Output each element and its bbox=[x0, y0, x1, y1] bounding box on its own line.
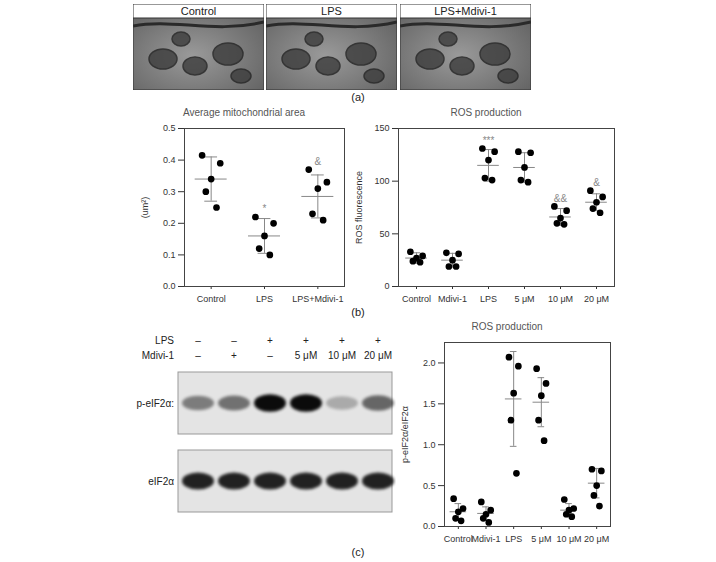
svg-text:+: + bbox=[339, 335, 345, 346]
svg-text:*: * bbox=[263, 203, 267, 214]
html-text:(a): (a) bbox=[351, 91, 365, 103]
svg-text:&: & bbox=[314, 156, 321, 167]
svg-text:0.0: 0.0 bbox=[163, 281, 176, 291]
svg-text:+: + bbox=[267, 335, 273, 346]
svg-text:LPS: LPS bbox=[321, 5, 342, 17]
svg-text:0: 0 bbox=[384, 281, 389, 291]
svg-text:+: + bbox=[303, 335, 309, 346]
html-text:ROS production: ROS production bbox=[450, 107, 522, 118]
svg-text:2.0: 2.0 bbox=[423, 358, 436, 368]
svg-text:eIF2α: eIF2α bbox=[148, 476, 174, 487]
svg-text:150: 150 bbox=[374, 123, 389, 133]
svg-text:LPS+Mdivi-1: LPS+Mdivi-1 bbox=[292, 294, 343, 304]
svg-text:–: – bbox=[267, 350, 273, 361]
svg-text:10 μM: 10 μM bbox=[556, 534, 581, 544]
svg-text:+: + bbox=[231, 350, 237, 361]
html-text:Average mitochondrial area: Average mitochondrial area bbox=[182, 107, 305, 118]
svg-text:5 μM: 5 μM bbox=[295, 350, 317, 361]
svg-text:LPS: LPS bbox=[155, 335, 174, 346]
svg-text:p-eIF2α:: p-eIF2α: bbox=[137, 398, 174, 409]
svg-text:1.0: 1.0 bbox=[423, 440, 436, 450]
svg-text:5 μM: 5 μM bbox=[514, 294, 534, 304]
svg-text:0.3: 0.3 bbox=[163, 187, 176, 197]
svg-text:ROS fluorescence: ROS fluorescence bbox=[354, 171, 364, 244]
svg-text:Control: Control bbox=[402, 294, 431, 304]
svg-text:(um²): (um²) bbox=[140, 197, 150, 219]
svg-text:10 μM: 10 μM bbox=[548, 294, 573, 304]
svg-text:Mdivi-1: Mdivi-1 bbox=[471, 534, 500, 544]
svg-text:Control: Control bbox=[444, 534, 473, 544]
svg-text:LPS: LPS bbox=[256, 294, 273, 304]
svg-text:***: *** bbox=[483, 135, 495, 146]
svg-text:20 μM: 20 μM bbox=[584, 534, 609, 544]
svg-text:Mdivi-1: Mdivi-1 bbox=[142, 350, 175, 361]
svg-text:LPS: LPS bbox=[505, 534, 522, 544]
svg-text:&&: && bbox=[554, 193, 568, 204]
svg-text:5 μM: 5 μM bbox=[531, 534, 551, 544]
svg-text:0.1: 0.1 bbox=[163, 250, 176, 260]
svg-text:0.4: 0.4 bbox=[163, 155, 176, 165]
svg-text:Control: Control bbox=[197, 294, 226, 304]
svg-text:p-eIF2α/eIF2α: p-eIF2α/eIF2α bbox=[400, 406, 410, 463]
svg-text:&: & bbox=[593, 177, 600, 188]
svg-text:0.2: 0.2 bbox=[163, 218, 176, 228]
svg-text:–: – bbox=[195, 335, 201, 346]
svg-text:Control: Control bbox=[181, 5, 216, 17]
svg-text:–: – bbox=[195, 350, 201, 361]
svg-text:LPS: LPS bbox=[480, 294, 497, 304]
svg-text:–: – bbox=[231, 335, 237, 346]
svg-text:0.5: 0.5 bbox=[163, 123, 176, 133]
svg-text:0.0: 0.0 bbox=[423, 521, 436, 531]
svg-text:20 μM: 20 μM bbox=[364, 350, 392, 361]
html-text:(b): (b) bbox=[351, 306, 365, 318]
svg-text:LPS+Mdivi-1: LPS+Mdivi-1 bbox=[434, 5, 497, 17]
svg-text:100: 100 bbox=[374, 176, 389, 186]
svg-text:Mdivi-1: Mdivi-1 bbox=[438, 294, 467, 304]
html-text:(c): (c) bbox=[351, 546, 365, 558]
svg-text:+: + bbox=[375, 335, 381, 346]
html-text:ROS production: ROS production bbox=[471, 321, 543, 332]
svg-text:1.5: 1.5 bbox=[423, 399, 436, 409]
svg-text:50: 50 bbox=[379, 229, 389, 239]
svg-text:0.5: 0.5 bbox=[423, 480, 436, 490]
svg-text:20 μM: 20 μM bbox=[584, 294, 609, 304]
svg-text:10 μM: 10 μM bbox=[328, 350, 356, 361]
